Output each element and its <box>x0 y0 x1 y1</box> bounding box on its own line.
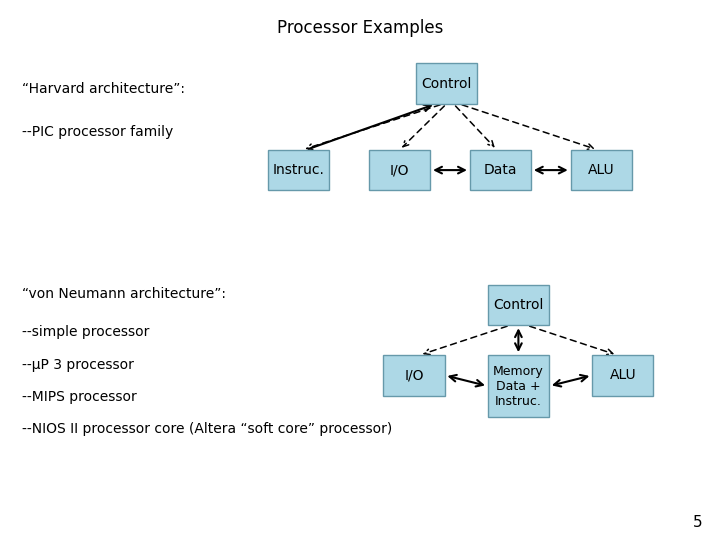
Text: Control: Control <box>421 77 472 91</box>
Text: “Harvard architecture”:: “Harvard architecture”: <box>22 82 184 96</box>
Text: ALU: ALU <box>588 163 614 177</box>
FancyBboxPatch shape <box>488 285 549 325</box>
FancyBboxPatch shape <box>416 64 477 104</box>
Text: ALU: ALU <box>610 368 636 382</box>
Text: --PIC processor family: --PIC processor family <box>22 125 173 139</box>
Text: Control: Control <box>493 298 544 312</box>
FancyBboxPatch shape <box>268 150 330 190</box>
FancyBboxPatch shape <box>383 355 444 395</box>
Text: Processor Examples: Processor Examples <box>276 19 444 37</box>
Text: --NIOS II processor core (Altera “soft core” processor): --NIOS II processor core (Altera “soft c… <box>22 422 392 436</box>
Text: Data: Data <box>484 163 517 177</box>
Text: Instruc.: Instruc. <box>273 163 325 177</box>
Text: Memory
Data +
Instruc.: Memory Data + Instruc. <box>493 364 544 408</box>
Text: --μP 3 processor: --μP 3 processor <box>22 357 133 372</box>
FancyBboxPatch shape <box>469 150 531 190</box>
FancyBboxPatch shape <box>571 150 632 190</box>
FancyBboxPatch shape <box>488 355 549 417</box>
Text: I/O: I/O <box>404 368 424 382</box>
FancyBboxPatch shape <box>593 355 654 395</box>
Text: “von Neumann architecture”:: “von Neumann architecture”: <box>22 287 225 301</box>
Text: --MIPS processor: --MIPS processor <box>22 390 136 404</box>
FancyBboxPatch shape <box>369 150 431 190</box>
Text: 5: 5 <box>693 515 702 530</box>
Text: --simple processor: --simple processor <box>22 325 149 339</box>
Text: I/O: I/O <box>390 163 410 177</box>
